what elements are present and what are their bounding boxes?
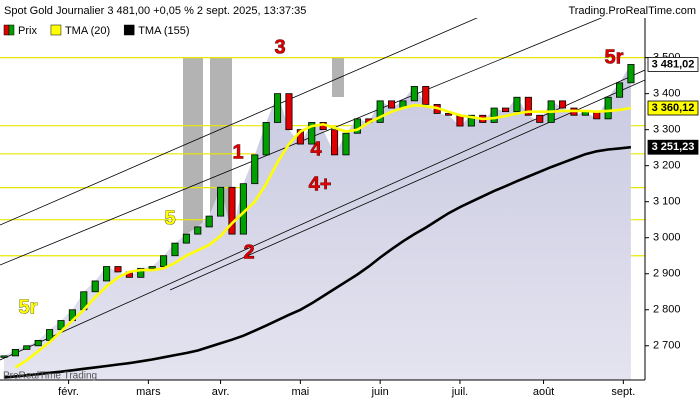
x-tick-label: juil. xyxy=(451,386,469,398)
candle xyxy=(262,122,270,156)
y-tick-label: 2 700 xyxy=(653,340,681,352)
candle xyxy=(228,186,236,235)
candle xyxy=(445,113,453,116)
x-tick-label: mars xyxy=(136,386,161,398)
candle xyxy=(410,86,418,102)
candle xyxy=(524,96,532,116)
y-tick-label: 3 100 xyxy=(653,196,681,208)
candle xyxy=(34,339,42,347)
y-tick-label: 2 900 xyxy=(653,268,681,280)
candle xyxy=(513,96,521,113)
candle xyxy=(11,348,19,357)
annotation: 3 xyxy=(274,36,285,58)
candle xyxy=(182,233,190,244)
x-tick-label: juin xyxy=(371,386,389,398)
x-tick-label: févr. xyxy=(58,386,79,398)
source: Trading.ProRealTime.com xyxy=(568,5,696,17)
legend-label: Prix xyxy=(18,25,37,37)
x-tick-label: avr. xyxy=(212,386,230,398)
candle xyxy=(148,266,156,269)
last-value-box xyxy=(647,100,699,116)
last-value-label: 3 251,23 xyxy=(652,141,695,153)
candle xyxy=(217,186,225,217)
x-tick-label: sept. xyxy=(611,386,635,398)
y-tick-label: 3 000 xyxy=(653,232,681,244)
channel-line xyxy=(0,18,478,226)
annotation: 1 xyxy=(232,141,243,163)
series-layer xyxy=(0,64,635,379)
annotation: 5 xyxy=(164,207,175,229)
candle xyxy=(342,132,350,156)
candle xyxy=(137,267,145,278)
annotation: 5r xyxy=(19,296,38,318)
candle xyxy=(194,226,202,235)
candle xyxy=(57,320,65,330)
y-tick-label: 2 800 xyxy=(653,304,681,316)
last-value-label: 3 481,02 xyxy=(652,58,695,70)
candle xyxy=(331,129,339,156)
last-value-box xyxy=(647,57,699,72)
channel-line xyxy=(169,79,645,291)
last-value-label: 3 360,12 xyxy=(652,102,695,114)
candle xyxy=(467,114,475,127)
chart-title: Spot Gold Journalier 3 481,00 +0,05 % 2 … xyxy=(4,5,306,17)
candle xyxy=(205,215,213,228)
annotation: 4 xyxy=(310,138,322,160)
candle xyxy=(490,107,498,123)
legend-swatch xyxy=(3,24,10,36)
last-value-box xyxy=(647,139,699,155)
y-tick-label: 3 200 xyxy=(653,160,681,172)
candle xyxy=(536,114,544,123)
annotation: 4+ xyxy=(309,173,332,195)
legend-swatch xyxy=(123,24,135,36)
candle xyxy=(627,64,635,84)
legend-swatch xyxy=(8,24,15,36)
annotation: 5r xyxy=(605,46,624,68)
candle xyxy=(604,96,612,120)
y-tick-label: 3 400 xyxy=(653,88,681,100)
candle xyxy=(251,154,259,185)
legend-swatch xyxy=(50,24,62,36)
tma-line xyxy=(14,103,632,369)
watermark: ProRealTime Trading xyxy=(3,371,97,382)
x-tick-label: mai xyxy=(291,386,309,398)
channel-line xyxy=(0,18,603,266)
candle xyxy=(388,100,396,109)
candle xyxy=(46,329,54,341)
candle xyxy=(353,118,361,134)
annotation: 2 xyxy=(243,241,254,263)
legend-label: TMA (20) xyxy=(65,25,110,37)
candle xyxy=(0,355,8,358)
y-tick-label: 3 300 xyxy=(653,124,681,136)
candle xyxy=(91,280,99,293)
tma-line xyxy=(3,145,632,379)
candle xyxy=(502,107,510,113)
candle xyxy=(114,266,122,273)
x-tick-label: août xyxy=(533,386,554,398)
candle xyxy=(103,266,111,282)
candle xyxy=(274,93,282,123)
candle xyxy=(616,82,624,98)
candle xyxy=(376,100,384,123)
candle xyxy=(160,255,168,267)
candle xyxy=(422,86,430,105)
legend-label: TMA (155) xyxy=(138,25,189,37)
shade-band xyxy=(332,57,344,97)
candle xyxy=(559,100,567,109)
candle xyxy=(23,345,31,350)
price-area xyxy=(4,64,631,380)
candle xyxy=(308,122,316,145)
plot-area xyxy=(0,57,645,380)
candle xyxy=(171,242,179,257)
candle xyxy=(285,93,293,131)
